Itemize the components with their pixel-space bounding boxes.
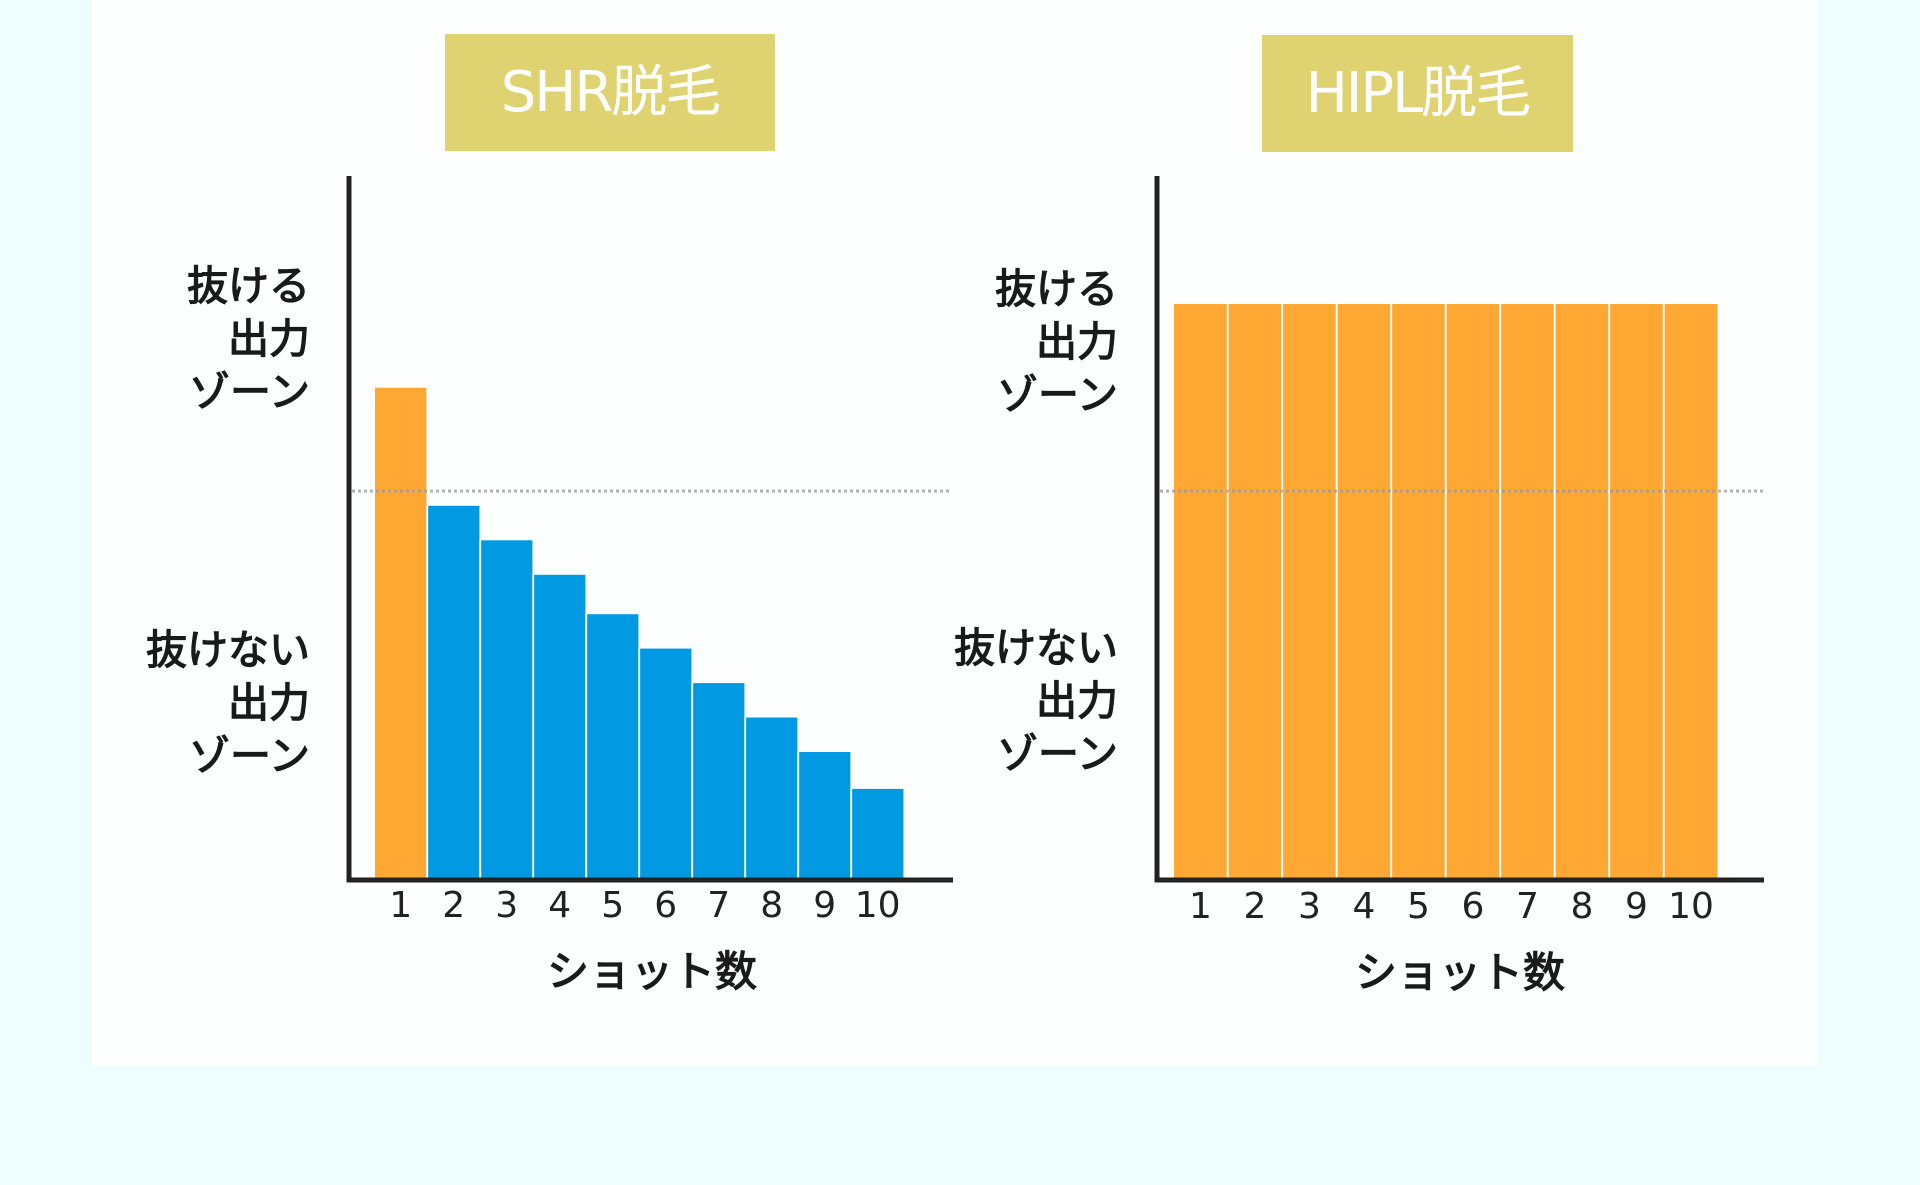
lower-zone-label: 抜けない bbox=[954, 624, 1118, 672]
x-tick-label: 4 bbox=[1353, 886, 1376, 927]
bar bbox=[852, 788, 904, 880]
x-tick-label: 2 bbox=[1244, 886, 1267, 927]
bar bbox=[693, 683, 745, 880]
lower-zone-label: 抜けない bbox=[146, 626, 310, 674]
x-tick-label: 10 bbox=[855, 885, 901, 926]
lower-zone-label: ゾーン bbox=[997, 730, 1118, 778]
upper-zone-label: 抜ける bbox=[187, 262, 310, 310]
lower-zone-label: ゾーン bbox=[189, 732, 310, 780]
bar bbox=[1610, 304, 1663, 880]
x-axis-title: ショット数 bbox=[547, 947, 757, 996]
x-tick-label: 1 bbox=[389, 885, 412, 926]
bar bbox=[1174, 304, 1227, 880]
x-tick-label: 7 bbox=[707, 885, 730, 926]
bar bbox=[1283, 304, 1336, 880]
bar bbox=[799, 752, 851, 880]
upper-zone-label: 抜ける bbox=[995, 265, 1118, 313]
bar bbox=[1446, 304, 1500, 880]
bar bbox=[587, 614, 639, 880]
chart-title-shr: SHR脱毛 bbox=[445, 34, 775, 151]
x-tick-label: 5 bbox=[1407, 886, 1430, 927]
x-tick-label: 9 bbox=[813, 885, 836, 926]
x-tick-label: 8 bbox=[760, 885, 783, 926]
x-tick-label: 1 bbox=[1189, 886, 1212, 927]
bar bbox=[640, 648, 692, 880]
lower-zone-label: 出力 bbox=[228, 679, 310, 727]
lower-zone-label: 出力 bbox=[1036, 677, 1118, 725]
upper-zone-label: 出力 bbox=[1036, 318, 1118, 366]
x-tick-label: 8 bbox=[1571, 886, 1594, 927]
x-tick-label: 9 bbox=[1625, 886, 1648, 927]
x-tick-label: 6 bbox=[1462, 886, 1485, 927]
bar bbox=[1555, 304, 1609, 880]
bar bbox=[1228, 304, 1282, 880]
bar bbox=[746, 717, 798, 880]
x-tick-label: 3 bbox=[1298, 886, 1321, 927]
bar bbox=[1664, 304, 1718, 880]
bar bbox=[1501, 304, 1554, 880]
bar bbox=[481, 540, 533, 880]
bar bbox=[534, 574, 586, 880]
bar bbox=[1337, 304, 1391, 880]
x-tick-label: 4 bbox=[548, 885, 571, 926]
x-tick-label: 5 bbox=[601, 885, 624, 926]
chart-title-hipl: HIPL脱毛 bbox=[1262, 35, 1573, 152]
upper-zone-label: ゾーン bbox=[189, 368, 310, 416]
x-tick-label: 6 bbox=[654, 885, 677, 926]
x-tick-label: 7 bbox=[1516, 886, 1539, 927]
bar bbox=[1392, 304, 1445, 880]
upper-zone-label: 出力 bbox=[228, 315, 310, 363]
x-tick-label: 2 bbox=[442, 885, 465, 926]
x-tick-label: 3 bbox=[495, 885, 518, 926]
bar bbox=[428, 505, 480, 880]
x-axis-title: ショット数 bbox=[1355, 948, 1565, 997]
bar bbox=[375, 387, 427, 880]
x-tick-label: 10 bbox=[1668, 886, 1714, 927]
upper-zone-label: ゾーン bbox=[997, 371, 1118, 419]
